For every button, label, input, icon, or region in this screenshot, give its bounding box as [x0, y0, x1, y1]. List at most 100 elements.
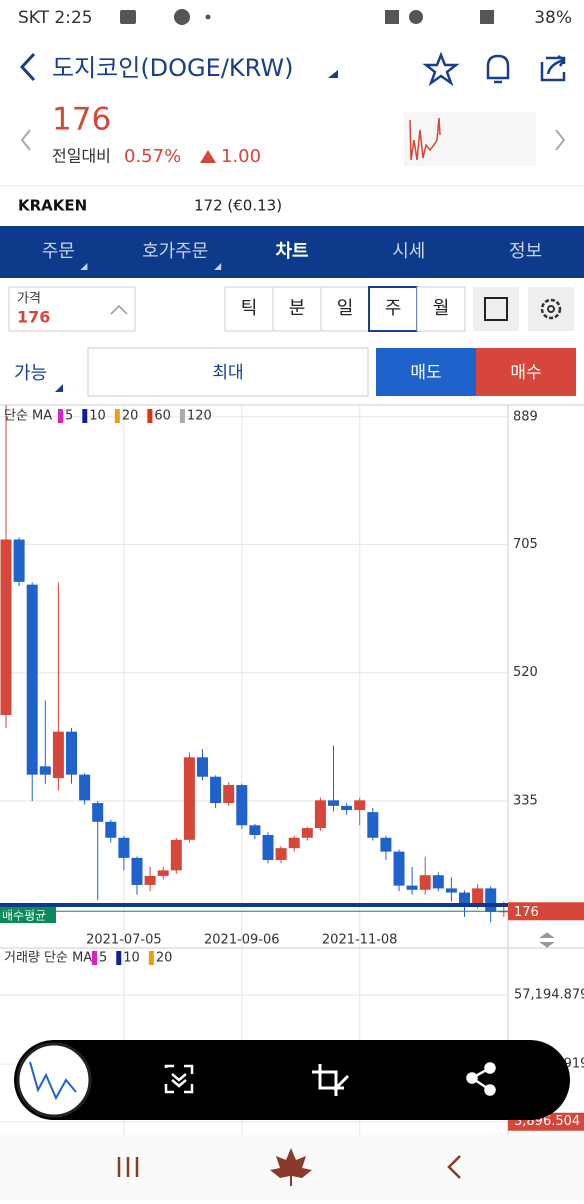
y-tick-label: 335: [513, 794, 538, 809]
ma-legend-swatch: [58, 409, 63, 423]
battery: 38%: [534, 8, 572, 28]
current-price: 176: [52, 102, 111, 138]
tab[interactable]: 호가주문: [142, 241, 208, 262]
buy-button[interactable]: [476, 348, 576, 396]
title-dropdown[interactable]: [328, 70, 338, 78]
volume-legend-swatch: [92, 951, 97, 965]
exchange-price: 172 (€0.13): [194, 197, 282, 215]
back-button[interactable]: [19, 52, 36, 82]
period-button[interactable]: [320, 286, 370, 332]
sparkline: [409, 117, 441, 161]
thumbnail-preview: [29, 1061, 77, 1101]
candle-body: [380, 837, 392, 852]
tab-dropdown: [214, 263, 222, 270]
volume-tick-label: 57,194.879: [514, 988, 584, 1003]
title: 도지코인(DOGE/KRW): [52, 54, 293, 82]
recent-apps-button[interactable]: [117, 1157, 139, 1177]
price-box[interactable]: [8, 286, 136, 332]
candle-body: [432, 875, 444, 889]
screenshot-thumbnail[interactable]: [16, 1042, 92, 1118]
candle-body: [472, 888, 484, 906]
candle-body: [275, 848, 287, 860]
home-button[interactable]: [270, 1148, 312, 1186]
candle-body: [144, 875, 156, 885]
sparkline-box: [404, 112, 536, 166]
volume-legend-label: 10: [123, 951, 140, 966]
candle-body: [26, 584, 38, 775]
candle-body: [288, 837, 300, 849]
period-label: 분: [289, 298, 306, 319]
price-toggle[interactable]: [110, 304, 128, 315]
y-tick-label: 889: [513, 409, 538, 424]
tab[interactable]: 주문: [42, 241, 75, 262]
square-button[interactable]: [473, 287, 519, 331]
next-arrow[interactable]: [555, 129, 566, 151]
tab[interactable]: 정보: [509, 241, 542, 262]
ma-legend-label: 120: [187, 409, 212, 424]
screenshot-toolbar: [14, 1040, 570, 1120]
max-label: 최대: [212, 363, 243, 383]
candle-body: [170, 839, 182, 871]
volume-title: 거래량 단순 MA: [4, 951, 92, 966]
favorite-icon[interactable]: [422, 51, 460, 87]
candle-body: [131, 857, 143, 885]
available-label[interactable]: 가능: [14, 363, 47, 384]
panel-resize[interactable]: [539, 932, 555, 948]
prev-arrow[interactable]: [20, 129, 31, 151]
y-tick-label: 520: [513, 665, 538, 680]
change-label: 전일대비: [52, 147, 111, 166]
price-label: 가격: [17, 292, 41, 307]
candle-body: [0, 539, 12, 716]
ma-legend-swatch: [82, 409, 88, 423]
candle-body: [105, 821, 117, 838]
candle-body: [118, 837, 130, 858]
candle-body: [354, 800, 366, 811]
candle-body: [445, 888, 457, 893]
candle-body: [262, 834, 274, 860]
candle-body: [485, 888, 497, 912]
tab[interactable]: 시세: [392, 241, 425, 262]
candle-body: [223, 785, 235, 804]
share-icon[interactable]: [540, 54, 566, 82]
ma-legend-swatch: [179, 409, 185, 423]
candle-body: [301, 828, 313, 838]
price-box-value: 176: [17, 308, 50, 327]
period-button[interactable]: [272, 286, 322, 332]
change-abs: 1.00: [221, 146, 261, 167]
period-button[interactable]: [416, 286, 466, 332]
back-nav-button[interactable]: [447, 1155, 461, 1179]
up-triangle: [200, 150, 216, 163]
share-capture-icon[interactable]: [466, 1062, 496, 1096]
scroll-capture-icon[interactable]: [164, 1064, 194, 1094]
candle-body: [406, 885, 418, 890]
exchange-name: KRAKEN: [18, 197, 87, 215]
volume-legend-swatch: [148, 951, 154, 965]
period-label: 틱: [241, 298, 258, 319]
candle-body: [66, 731, 77, 775]
candle-body: [13, 539, 25, 582]
buy-label: 매수: [510, 363, 541, 383]
ma-legend-label: 10: [89, 409, 106, 424]
change-pct: 0.57%: [124, 146, 181, 167]
candle-body: [52, 731, 64, 779]
ma-legend-label: 60: [154, 409, 171, 424]
ma-legend-swatch: [147, 409, 153, 423]
last-price-tag: [508, 902, 584, 921]
settings-button[interactable]: [528, 287, 574, 331]
ma-legend-label: 20: [122, 409, 139, 424]
alarm-icon[interactable]: [486, 54, 510, 84]
sell-button[interactable]: [376, 348, 476, 396]
period-label: 일: [337, 298, 354, 319]
candle-body: [210, 776, 222, 804]
y-tick-label: 705: [513, 537, 538, 552]
candle-body: [314, 800, 326, 829]
period-label: 월: [433, 298, 450, 319]
status-icons: [120, 9, 494, 25]
available-dropdown[interactable]: [55, 384, 63, 392]
tab[interactable]: 차트: [275, 241, 308, 262]
period-button[interactable]: [368, 286, 418, 332]
max-box[interactable]: [87, 347, 369, 397]
edit-icon[interactable]: [312, 1064, 350, 1096]
candle-body: [367, 812, 379, 838]
square-icon: [484, 297, 508, 321]
